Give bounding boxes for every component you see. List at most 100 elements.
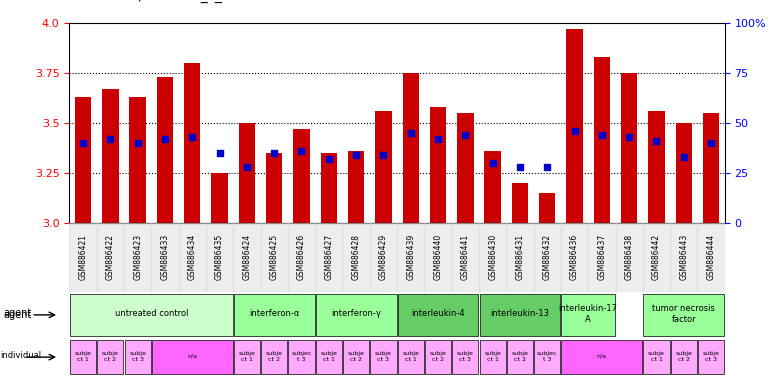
FancyBboxPatch shape xyxy=(125,340,151,374)
Text: GSM886441: GSM886441 xyxy=(461,234,470,280)
Text: tumor necrosis
factor: tumor necrosis factor xyxy=(652,304,715,324)
Text: GSM886421: GSM886421 xyxy=(79,234,88,280)
Text: subje
ct 1: subje ct 1 xyxy=(75,351,92,362)
Text: GSM886425: GSM886425 xyxy=(270,234,278,280)
Bar xyxy=(233,223,261,292)
Text: untreated control: untreated control xyxy=(115,310,188,318)
Bar xyxy=(397,223,424,292)
Text: GSM886431: GSM886431 xyxy=(516,234,524,280)
FancyBboxPatch shape xyxy=(315,294,396,336)
FancyBboxPatch shape xyxy=(398,340,424,374)
Bar xyxy=(561,223,588,292)
Point xyxy=(432,136,444,142)
Text: subje
ct 2: subje ct 2 xyxy=(266,351,283,362)
FancyBboxPatch shape xyxy=(643,294,724,336)
Text: GSM886443: GSM886443 xyxy=(679,234,689,280)
Text: GSM886423: GSM886423 xyxy=(133,234,142,280)
Bar xyxy=(75,97,91,223)
Bar xyxy=(512,183,528,223)
FancyBboxPatch shape xyxy=(234,294,315,336)
Bar xyxy=(342,223,370,292)
FancyBboxPatch shape xyxy=(398,294,479,336)
Text: subje
ct 2: subje ct 2 xyxy=(102,351,119,362)
Text: GSM886433: GSM886433 xyxy=(160,234,170,280)
Bar xyxy=(321,153,337,223)
Text: subje
ct 1: subje ct 1 xyxy=(321,351,337,362)
Point xyxy=(214,150,226,156)
Bar xyxy=(157,77,173,223)
Bar xyxy=(375,111,392,223)
Text: GSM886428: GSM886428 xyxy=(352,234,361,280)
Text: GSM886424: GSM886424 xyxy=(242,234,251,280)
Point xyxy=(678,154,690,160)
FancyBboxPatch shape xyxy=(152,340,233,374)
Bar xyxy=(130,97,146,223)
Bar xyxy=(594,57,610,223)
Text: interferon-α: interferon-α xyxy=(249,310,299,318)
FancyBboxPatch shape xyxy=(698,340,724,374)
Point xyxy=(513,164,526,170)
FancyBboxPatch shape xyxy=(453,340,479,374)
Bar xyxy=(288,223,315,292)
Point xyxy=(104,136,116,142)
Point xyxy=(541,164,554,170)
FancyBboxPatch shape xyxy=(561,340,642,374)
Text: interleukin-13: interleukin-13 xyxy=(490,310,550,318)
FancyBboxPatch shape xyxy=(70,340,96,374)
Bar xyxy=(424,223,452,292)
Point xyxy=(460,132,472,138)
FancyBboxPatch shape xyxy=(480,294,561,336)
Point xyxy=(568,128,581,134)
Point xyxy=(487,160,499,166)
FancyBboxPatch shape xyxy=(288,340,315,374)
Point xyxy=(322,156,335,162)
Text: subje
ct 2: subje ct 2 xyxy=(429,351,446,362)
Bar xyxy=(315,223,342,292)
Bar xyxy=(507,223,534,292)
Point xyxy=(596,132,608,138)
Text: GSM886439: GSM886439 xyxy=(406,234,416,280)
Point xyxy=(295,148,308,154)
Bar xyxy=(539,193,555,223)
FancyBboxPatch shape xyxy=(234,340,260,374)
Text: GDS4601 / 226061_s_at: GDS4601 / 226061_s_at xyxy=(69,0,237,3)
Bar xyxy=(239,123,255,223)
Bar xyxy=(643,223,670,292)
Text: subje
ct 2: subje ct 2 xyxy=(348,351,365,362)
Bar xyxy=(370,223,397,292)
Text: n/a: n/a xyxy=(597,354,607,359)
Bar xyxy=(567,29,583,223)
Text: GSM886427: GSM886427 xyxy=(325,234,333,280)
Bar xyxy=(293,129,310,223)
Point xyxy=(623,134,635,140)
Text: agent: agent xyxy=(4,310,32,320)
Bar xyxy=(621,73,638,223)
Text: GSM886438: GSM886438 xyxy=(625,234,634,280)
Bar xyxy=(457,113,473,223)
Text: GSM886444: GSM886444 xyxy=(706,234,715,280)
Bar xyxy=(670,223,698,292)
Point xyxy=(377,152,389,158)
FancyBboxPatch shape xyxy=(534,340,561,374)
Point xyxy=(186,134,198,140)
Bar xyxy=(588,223,615,292)
Text: GSM886429: GSM886429 xyxy=(379,234,388,280)
Bar xyxy=(698,223,725,292)
Point xyxy=(77,140,89,146)
Bar xyxy=(675,123,692,223)
FancyBboxPatch shape xyxy=(671,340,697,374)
Bar xyxy=(484,151,501,223)
Text: subje
ct 2: subje ct 2 xyxy=(675,351,692,362)
FancyBboxPatch shape xyxy=(507,340,533,374)
Text: GSM886426: GSM886426 xyxy=(297,234,306,280)
Bar xyxy=(348,151,364,223)
Text: interleukin-17
A: interleukin-17 A xyxy=(559,304,618,324)
Point xyxy=(132,140,144,146)
FancyBboxPatch shape xyxy=(643,340,669,374)
FancyBboxPatch shape xyxy=(315,340,342,374)
Bar xyxy=(402,73,419,223)
Bar xyxy=(206,223,233,292)
Text: GSM886436: GSM886436 xyxy=(570,234,579,280)
Bar xyxy=(703,113,719,223)
Point xyxy=(268,150,281,156)
